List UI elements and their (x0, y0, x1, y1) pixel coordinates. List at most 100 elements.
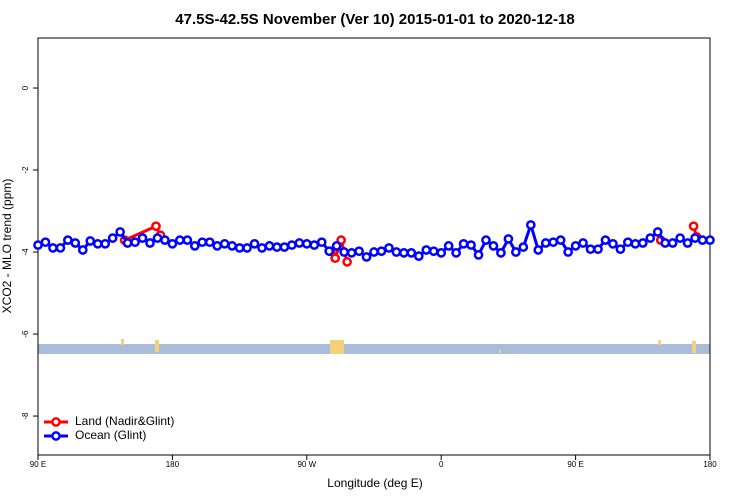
data-band (38, 344, 710, 354)
data-point (107, 233, 118, 243)
data-point (384, 243, 394, 253)
data-point (137, 233, 148, 243)
data-point (570, 241, 581, 251)
data-point (316, 237, 327, 248)
data-point (77, 245, 88, 255)
data-point (264, 241, 275, 251)
data-point (197, 237, 208, 248)
data-point (533, 245, 544, 255)
data-point (652, 227, 663, 237)
data-point (33, 240, 43, 250)
x-tick-label: 90 E (567, 460, 583, 469)
data-point (436, 248, 447, 258)
data-point (287, 240, 297, 250)
data-point (242, 243, 252, 253)
data-point (227, 241, 237, 251)
legend-marker (51, 431, 61, 441)
data-point (608, 238, 618, 249)
y-tick-label: 0 (21, 85, 30, 90)
data-point (428, 246, 439, 257)
chart-title: 47.5S-42.5S November (Ver 10) 2015-01-01… (175, 11, 574, 28)
x-tick-label: 0 (439, 460, 444, 469)
data-point (413, 251, 424, 261)
x-axis-label: Longitude (deg E) (327, 476, 422, 490)
data-point (376, 246, 387, 257)
data-point (167, 238, 178, 249)
data-point (92, 238, 103, 249)
data-point (212, 241, 223, 251)
data-point (55, 243, 66, 253)
data-point (660, 238, 671, 248)
data-point (555, 235, 566, 245)
x-tick-label: 90 E (30, 460, 46, 469)
data-point (488, 241, 499, 251)
data-point (100, 238, 111, 249)
data-point (503, 234, 514, 244)
data-point (585, 244, 596, 255)
data-point (182, 235, 193, 245)
data-point (294, 238, 305, 248)
data-point (151, 221, 161, 232)
data-point (309, 240, 320, 250)
data-point (600, 235, 611, 245)
data-point (234, 243, 245, 253)
data-point (85, 236, 96, 246)
data-point (324, 246, 335, 257)
data-point (369, 247, 379, 257)
data-point (40, 237, 51, 248)
data-point (272, 242, 282, 252)
data-point (540, 238, 551, 248)
data-point (578, 238, 588, 248)
data-point (458, 238, 469, 249)
data-point (189, 241, 200, 251)
legend-label: Land (Nadir&Glint) (75, 414, 174, 428)
data-point (175, 235, 185, 245)
data-point (421, 245, 432, 255)
data-point (511, 247, 521, 257)
y-tick-label: -4 (21, 248, 30, 256)
data-point (548, 237, 559, 248)
data-point (399, 248, 409, 258)
data-point (279, 242, 290, 252)
legend-label: Ocean (Glint) (75, 428, 146, 442)
data-point (667, 238, 678, 248)
data-point (48, 243, 58, 253)
data-point (342, 257, 352, 267)
data-point (466, 240, 476, 250)
data-point (346, 248, 357, 258)
y-tick-label: -8 (21, 412, 30, 420)
data-point (391, 247, 402, 257)
data-point (219, 238, 230, 249)
data-point (160, 235, 170, 245)
data-point (152, 233, 163, 243)
data-point (354, 246, 364, 257)
data-point (301, 238, 312, 249)
data-point (473, 250, 484, 260)
data-point (130, 237, 140, 248)
data-point (615, 244, 626, 255)
data-point (481, 235, 491, 245)
data-point (697, 235, 708, 245)
data-point (675, 233, 685, 243)
data-point (443, 241, 454, 251)
legend-marker (51, 417, 61, 427)
data-point (330, 253, 341, 264)
x-tick-label: 90 W (297, 460, 316, 469)
data-point (630, 238, 641, 249)
data-point (145, 238, 155, 248)
data-point (331, 241, 342, 251)
data-point (406, 248, 417, 258)
data-point (451, 248, 461, 258)
data-point (361, 252, 372, 262)
data-point (518, 242, 529, 252)
x-tick-label: 180 (703, 460, 717, 469)
data-point (688, 221, 699, 232)
data-point (690, 233, 700, 243)
x-tick-label: 180 (166, 460, 180, 469)
y-tick-label: -2 (21, 166, 30, 174)
data-point (682, 238, 693, 248)
data-point (122, 238, 133, 248)
data-point (496, 248, 506, 258)
band-markers (121, 339, 696, 354)
